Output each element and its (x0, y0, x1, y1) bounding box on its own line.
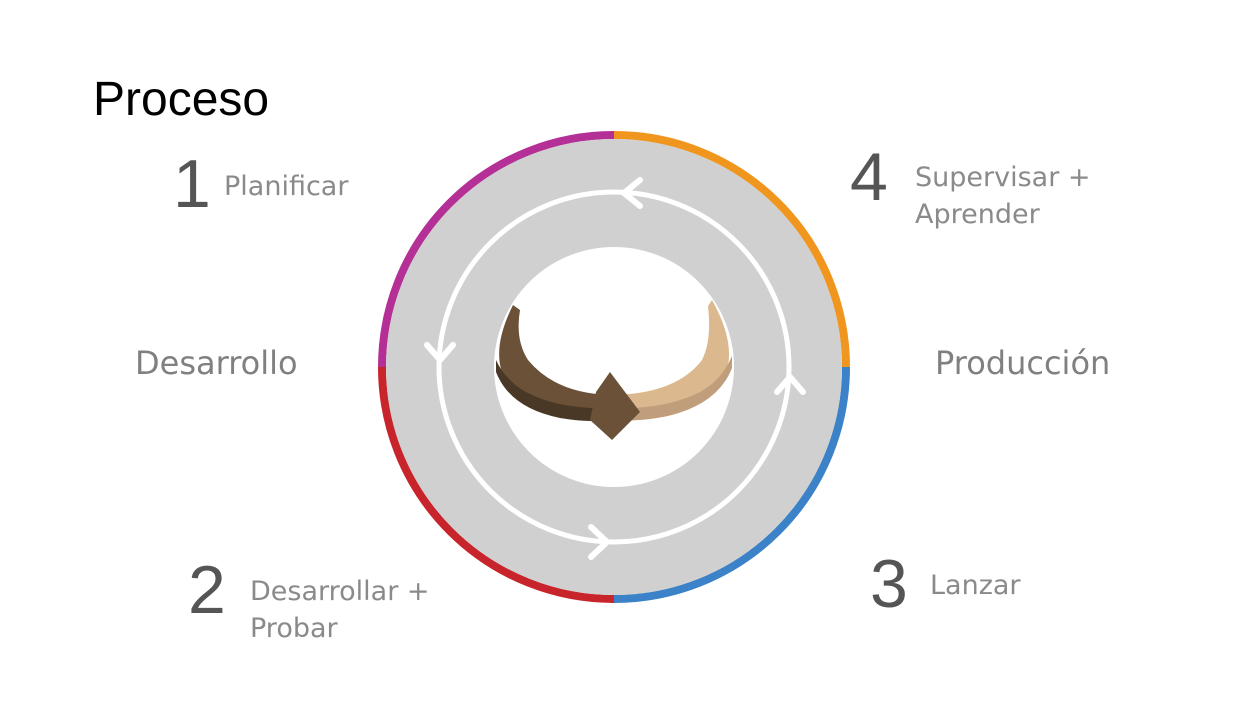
step-3-label: Lanzar (930, 570, 1021, 601)
step-3-number: 3 (870, 546, 908, 622)
loop-light-side (612, 300, 730, 420)
arrow-left-icon (424, 342, 456, 363)
cycle-track (386, 139, 842, 595)
step-1-number: 1 (173, 146, 211, 222)
step-2-label-line1: Desarrollar + (250, 576, 430, 607)
side-label-produccion: Producción (935, 344, 1111, 382)
loop-dark-side (499, 305, 612, 421)
step-4-label-line2: Aprender (915, 199, 1040, 230)
arc-supervisar (613, 131, 850, 368)
arrow-right-icon (774, 374, 806, 395)
step-1-label: Planificar (224, 171, 349, 202)
flow-circle (436, 189, 792, 545)
arc-desarrollar (378, 366, 615, 603)
step-2-label-line2: Probar (250, 613, 338, 644)
arrow-bottom-icon (588, 524, 610, 560)
arc-planificar (378, 131, 615, 368)
arrow-top-icon (621, 177, 643, 209)
step-2-number: 2 (188, 552, 226, 628)
step-4-label-line1: Supervisar + (915, 162, 1091, 193)
loop-arrow-head (590, 372, 640, 440)
arc-lanzar (613, 366, 850, 603)
side-label-desarrollo: Desarrollo (135, 344, 298, 382)
loop-icon (496, 300, 732, 440)
step-4-number: 4 (850, 139, 888, 215)
page-title: Proceso (93, 73, 270, 126)
